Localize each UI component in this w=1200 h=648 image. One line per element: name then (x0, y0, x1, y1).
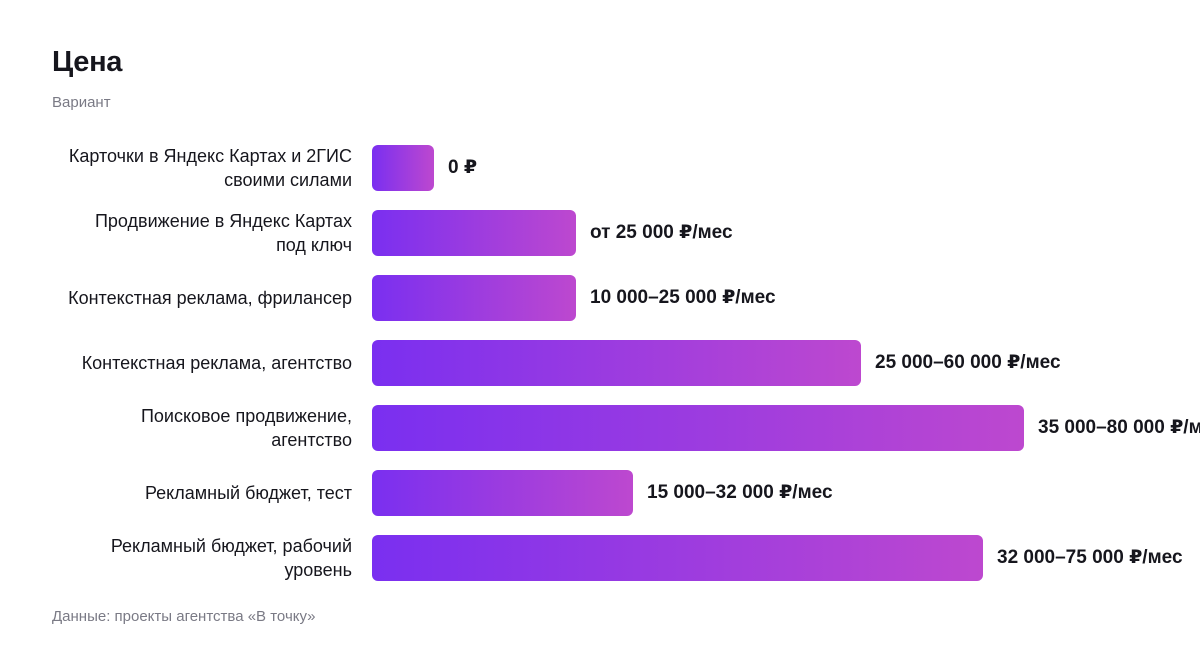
bar (372, 145, 434, 191)
chart-subtitle: Вариант (52, 94, 111, 111)
value-label: 35 000–80 000 ₽/мес (1038, 417, 1200, 438)
value-label: 10 000–25 000 ₽/мес (590, 287, 776, 308)
value-label: 0 ₽ (448, 157, 478, 178)
bar (372, 210, 576, 256)
category-label: Рекламный бюджет, рабочий уровень (110, 536, 352, 580)
bar (372, 535, 983, 581)
data-source-note: Данные: проекты агентства «В точку» (52, 608, 316, 625)
category-label: Продвижение в Яндекс Картах под ключ (94, 211, 352, 255)
category-label: Карточки в Яндекс Картах и 2ГИС своими си… (68, 146, 352, 190)
category-label: Контекстная реклама, фрилансер (68, 288, 352, 308)
value-label: от 25 000 ₽/мес (590, 222, 733, 243)
category-label: Поисковое продвижение, агентство (140, 406, 352, 450)
category-label: Контекстная реклама, агентство (81, 353, 352, 373)
value-label: 32 000–75 000 ₽/мес (997, 547, 1183, 568)
bar (372, 470, 633, 516)
value-label: 15 000–32 000 ₽/мес (647, 482, 833, 503)
chart-title: Цена (52, 46, 123, 78)
value-label: 25 000–60 000 ₽/мес (875, 352, 1061, 373)
bar (372, 405, 1024, 451)
bar (372, 340, 861, 386)
bar (372, 275, 576, 321)
category-label: Рекламный бюджет, тест (144, 483, 352, 503)
